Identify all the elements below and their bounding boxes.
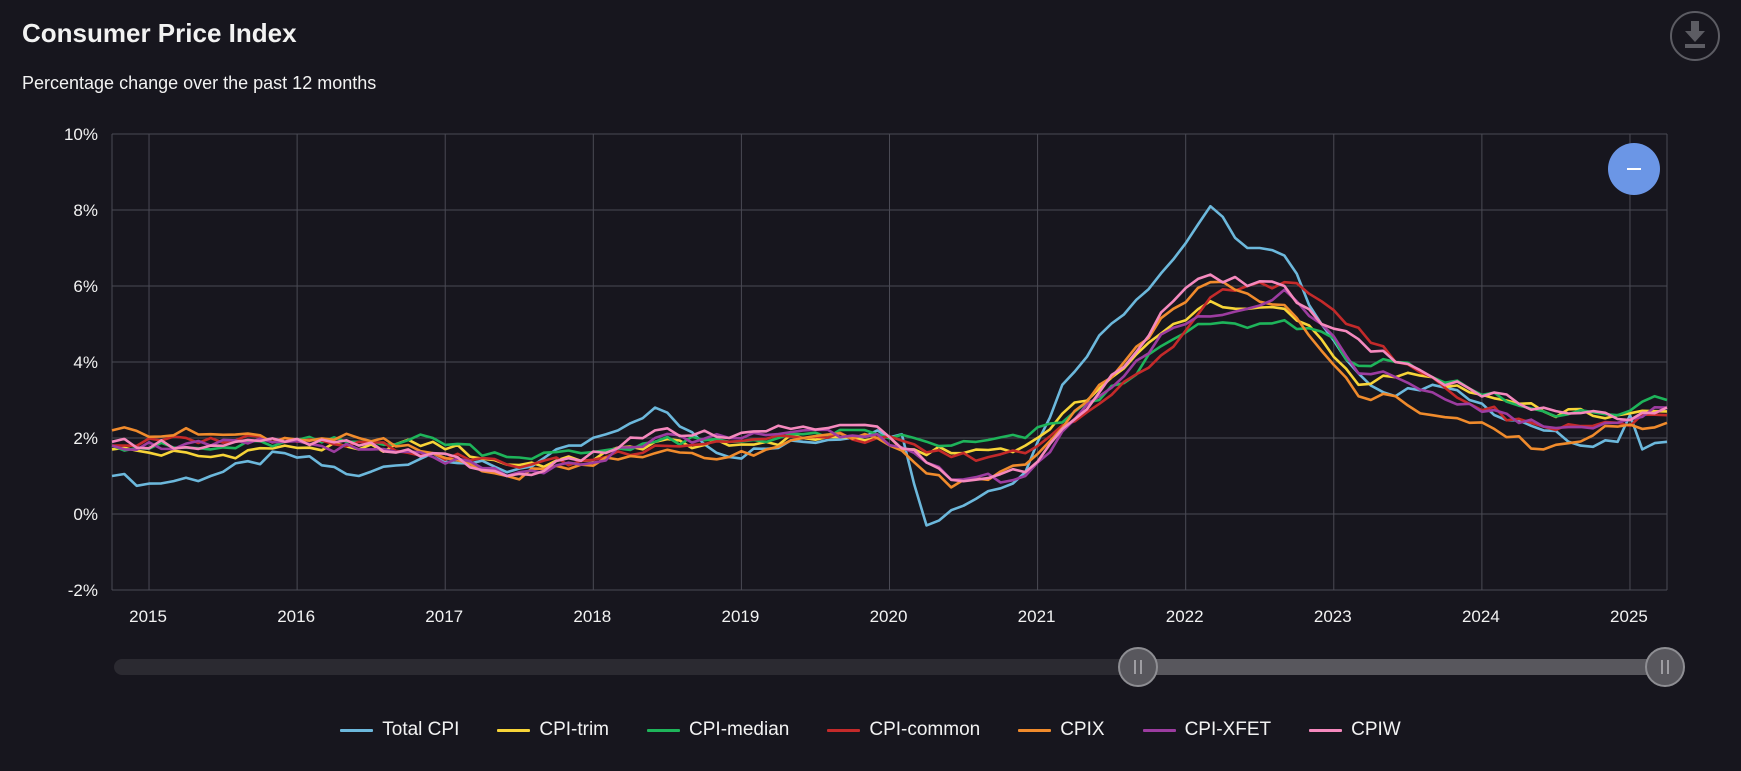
legend-swatch bbox=[1309, 728, 1343, 732]
legend-swatch bbox=[1142, 728, 1176, 732]
x-tick-label: 2019 bbox=[721, 607, 759, 626]
zoom-out-button[interactable] bbox=[1608, 143, 1660, 195]
x-tick-label: 2025 bbox=[1610, 607, 1648, 626]
legend-label: CPI-XFET bbox=[1184, 719, 1272, 740]
legend-label: CPIW bbox=[1351, 719, 1401, 740]
y-tick-label: 2% bbox=[73, 429, 98, 448]
y-tick-label: 8% bbox=[73, 201, 98, 220]
x-tick-label: 2023 bbox=[1314, 607, 1352, 626]
legend-label: CPI-median bbox=[689, 719, 790, 740]
legend-label: Total CPI bbox=[382, 719, 460, 740]
legend-swatch bbox=[340, 728, 374, 732]
legend-item-cpi-xfet[interactable]: CPI-XFET bbox=[1142, 719, 1272, 741]
range-slider-selection[interactable] bbox=[1138, 659, 1665, 675]
y-tick-label: 6% bbox=[73, 277, 98, 296]
legend-item-cpi-common[interactable]: CPI-common bbox=[827, 719, 980, 741]
y-tick-label: 10% bbox=[64, 125, 98, 144]
download-icon bbox=[1685, 21, 1705, 48]
legend-item-cpiw[interactable]: CPIW bbox=[1309, 719, 1401, 741]
download-button[interactable] bbox=[1670, 11, 1720, 61]
y-tick-label: 4% bbox=[73, 353, 98, 372]
legend-label: CPIX bbox=[1060, 719, 1105, 740]
legend-item-cpix[interactable]: CPIX bbox=[1018, 719, 1105, 741]
legend-label: CPI-trim bbox=[539, 719, 610, 740]
legend-item-cpi-trim[interactable]: CPI-trim bbox=[497, 719, 609, 741]
x-tick-label: 2018 bbox=[573, 607, 611, 626]
legend-swatch bbox=[1018, 728, 1052, 732]
x-tick-label: 2017 bbox=[425, 607, 463, 626]
legend-swatch bbox=[497, 728, 531, 732]
series-line-cpi-xfet bbox=[111, 288, 1668, 484]
x-tick-label: 2021 bbox=[1018, 607, 1056, 626]
x-tick-label: 2022 bbox=[1166, 607, 1204, 626]
legend-label: CPI-common bbox=[869, 719, 981, 740]
range-slider-end-handle[interactable] bbox=[1645, 647, 1685, 687]
y-tick-label: 0% bbox=[73, 505, 98, 524]
x-tick-label: 2015 bbox=[129, 607, 167, 626]
x-tick-label: 2020 bbox=[870, 607, 908, 626]
y-tick-label: -2% bbox=[68, 581, 98, 600]
legend-item-cpi-median[interactable]: CPI-median bbox=[647, 719, 789, 741]
series-line-cpiw bbox=[111, 273, 1668, 483]
chart-subtitle: Percentage change over the past 12 month… bbox=[22, 73, 377, 93]
legend-swatch bbox=[827, 728, 861, 732]
legend-item-total-cpi[interactable]: Total CPI bbox=[340, 719, 459, 741]
x-tick-label: 2024 bbox=[1462, 607, 1500, 626]
legend-swatch bbox=[647, 728, 681, 732]
chart-legend: Total CPI CPI-trim CPI-median CPI-common CPI… bbox=[0, 715, 1741, 745]
chart-title: Consumer Price Index bbox=[22, 18, 297, 48]
minus-icon bbox=[1627, 168, 1641, 170]
x-tick-label: 2016 bbox=[277, 607, 315, 626]
range-slider-start-handle[interactable] bbox=[1118, 647, 1158, 687]
